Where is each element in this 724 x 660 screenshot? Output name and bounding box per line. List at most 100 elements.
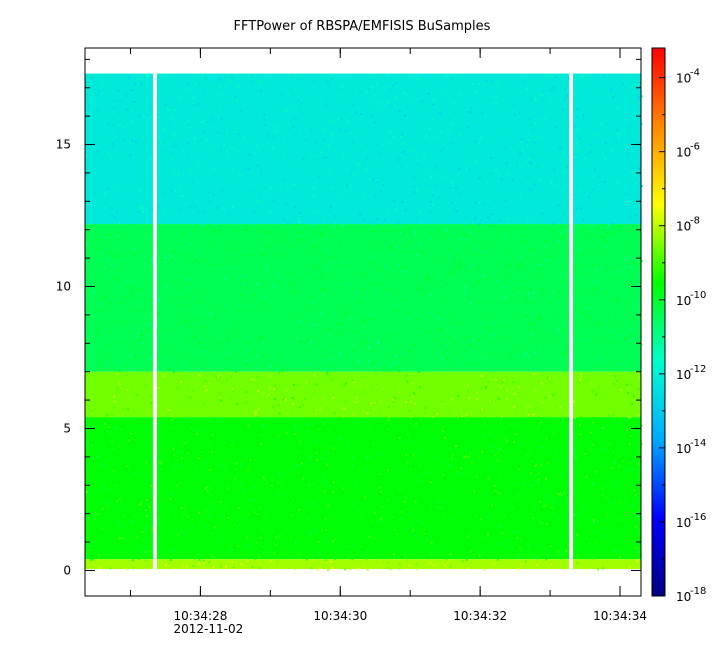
spectrogram-pixel (138, 395, 140, 397)
spectrogram-pixel (385, 556, 387, 558)
spectrogram-pixel (334, 473, 336, 475)
spectrogram-pixel (491, 434, 493, 436)
spectrogram-pixel (331, 418, 333, 420)
spectrogram-pixel (436, 413, 438, 415)
spectrogram-pixel (539, 338, 541, 340)
spectrogram-pixel (621, 308, 623, 310)
spectrogram-pixel (420, 473, 422, 475)
spectrogram-pixel (95, 466, 97, 468)
spectrogram-pixel (452, 182, 454, 184)
spectrogram-pixel (250, 272, 252, 274)
y-tick-label: 15 (56, 138, 71, 152)
spectrogram-pixel (200, 451, 202, 453)
spectrogram-pixel (534, 165, 536, 167)
spectrogram-pixel (114, 360, 116, 362)
spectrogram-pixel (555, 178, 557, 180)
spectrogram-pixel (606, 405, 608, 407)
spectrogram-pixel (249, 459, 251, 461)
spectrogram-pixel (559, 332, 561, 334)
spectrogram-pixel (259, 193, 261, 195)
spectrogram-pixel (407, 433, 409, 435)
spectrogram-pixel (550, 181, 552, 183)
spectrogram-pixel (382, 556, 384, 558)
spectrogram-pixel (595, 235, 597, 237)
spectrogram-pixel (234, 131, 236, 133)
spectrogram-pixel (414, 191, 416, 193)
spectrogram-pixel (203, 404, 205, 406)
spectrogram-pixel (557, 106, 559, 108)
spectrogram-pixel (280, 187, 282, 189)
spectrogram-pixel (344, 130, 346, 132)
spectrogram-pixel (396, 337, 398, 339)
spectrogram-pixel (596, 268, 598, 270)
spectrogram-pixel (213, 278, 215, 280)
spectrogram-pixel (96, 117, 98, 119)
spectrogram-pixel (581, 190, 583, 192)
spectrogram-pixel (516, 226, 518, 228)
spectrogram-pixel (380, 400, 382, 402)
spectrogram-pixel (145, 559, 147, 561)
spectrogram-pixel (470, 108, 472, 110)
spectrogram-pixel (605, 448, 607, 450)
spectrogram-pixel (275, 537, 277, 539)
spectrogram-pixel (634, 458, 636, 460)
spectrogram-pixel (253, 499, 255, 501)
spectrogram-pixel (114, 217, 116, 219)
spectrogram-pixel (239, 310, 241, 312)
spectrogram-pixel (226, 132, 228, 134)
spectrogram-pixel (630, 256, 632, 258)
spectrogram-pixel (505, 257, 507, 259)
spectrogram-pixel (287, 120, 289, 122)
spectrogram-pixel (320, 233, 322, 235)
spectrogram-pixel (214, 323, 216, 325)
spectrogram-pixel (104, 296, 106, 298)
spectrogram-pixel (433, 315, 435, 317)
spectrogram-pixel (475, 309, 477, 311)
spectrogram-pixel (273, 552, 275, 554)
spectrogram-pixel (209, 146, 211, 148)
spectrogram-pixel (396, 363, 398, 365)
spectrogram-pixel (214, 132, 216, 134)
spectrogram-pixel (179, 209, 181, 211)
spectrogram-pixel (450, 142, 452, 144)
spectrogram-pixel (555, 238, 557, 240)
spectrogram-pixel (309, 486, 311, 488)
spectrogram-pixel (583, 177, 585, 179)
spectrogram-pixel (452, 333, 454, 335)
spectrogram-pixel (128, 485, 130, 487)
spectrogram-pixel (387, 469, 389, 471)
spectrogram-pixel (208, 516, 210, 518)
spectrogram-pixel (170, 118, 172, 120)
spectrogram-pixel (271, 287, 273, 289)
spectrogram-pixel (464, 293, 466, 295)
spectrogram-pixel (121, 537, 123, 539)
spectrogram-pixel (420, 324, 422, 326)
spectrogram-pixel (558, 355, 560, 357)
spectrogram-pixel (93, 191, 95, 193)
spectrogram-pixel (529, 302, 531, 304)
spectrogram-pixel (166, 93, 168, 95)
spectrogram-pixel (553, 173, 555, 175)
spectrogram-pixel (590, 113, 592, 115)
spectrogram-pixel (400, 136, 402, 138)
spectrogram-pixel (279, 301, 281, 303)
spectrogram-pixel (454, 343, 456, 345)
spectrogram-pixel (511, 359, 513, 361)
spectrogram-pixel (149, 324, 151, 326)
spectrogram-pixel (314, 351, 316, 353)
spectrogram-pixel (308, 143, 310, 145)
spectrogram-pixel (494, 490, 496, 492)
spectrogram-pixel (592, 281, 594, 283)
spectrogram-pixel (345, 223, 347, 225)
spectrogram-pixel (602, 74, 604, 76)
spectrogram-pixel (389, 532, 391, 534)
spectrogram-pixel (399, 232, 401, 234)
spectrogram-pixel (348, 309, 350, 311)
spectrogram-pixel (341, 282, 343, 284)
spectrogram-pixel (431, 277, 433, 279)
spectrogram-pixel (416, 476, 418, 478)
spectrogram-pixel (432, 104, 434, 106)
spectrogram-pixel (251, 566, 253, 568)
spectrogram-pixel (591, 367, 593, 369)
spectrogram-pixel (220, 148, 222, 150)
